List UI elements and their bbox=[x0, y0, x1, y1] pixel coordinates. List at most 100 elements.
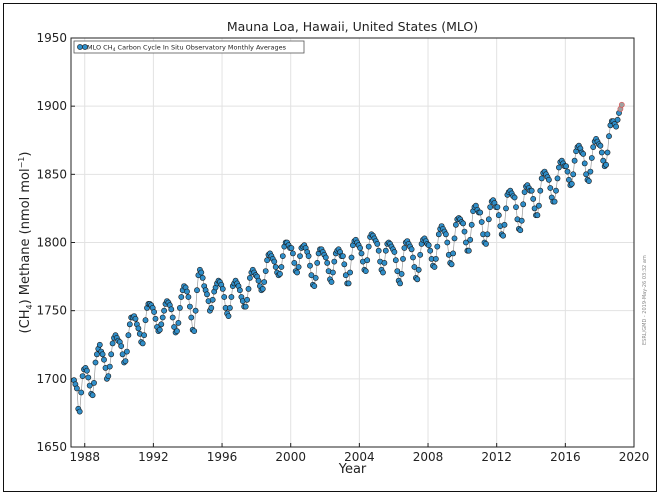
data-point bbox=[588, 155, 595, 161]
data-point bbox=[99, 351, 106, 358]
y-tick-label: 1700 bbox=[36, 372, 67, 386]
data-point bbox=[328, 279, 335, 285]
data-point bbox=[357, 245, 363, 251]
data-point bbox=[500, 232, 506, 239]
data-point bbox=[322, 254, 329, 261]
data-point bbox=[305, 253, 312, 259]
data-point bbox=[221, 294, 228, 300]
x-tick-label: 2004 bbox=[344, 450, 375, 464]
data-point bbox=[450, 250, 456, 257]
data-point bbox=[538, 175, 545, 182]
data-point bbox=[546, 176, 552, 183]
data-point bbox=[554, 175, 561, 182]
y-axis-title-close: ) bbox=[18, 152, 33, 157]
x-tick-label: 2000 bbox=[275, 450, 306, 464]
data-point bbox=[204, 291, 210, 298]
data-point bbox=[242, 303, 249, 310]
data-point bbox=[259, 285, 266, 292]
data-point bbox=[483, 240, 489, 247]
series-line bbox=[73, 104, 623, 413]
axis-ticks: 1988 1992 1996 2000 2004 2008 2012 2016 2020 1650… bbox=[36, 31, 649, 464]
data-point bbox=[255, 277, 262, 284]
data-point bbox=[297, 253, 303, 259]
data-point bbox=[452, 221, 459, 228]
data-point bbox=[158, 321, 165, 328]
x-tick-label: 1996 bbox=[207, 450, 238, 464]
data-point bbox=[246, 274, 253, 281]
data-point bbox=[105, 373, 112, 379]
data-point bbox=[245, 285, 252, 292]
data-point bbox=[78, 389, 85, 396]
data-point bbox=[279, 253, 286, 259]
data-point bbox=[118, 343, 125, 349]
data-point bbox=[614, 116, 621, 123]
legend-label-sub: 4 bbox=[113, 47, 116, 53]
data-point bbox=[487, 204, 494, 210]
data-point bbox=[156, 326, 163, 333]
y-tick-label: 1950 bbox=[36, 31, 67, 45]
data-point bbox=[442, 231, 449, 238]
data-point bbox=[375, 247, 382, 254]
data-point bbox=[109, 340, 116, 347]
data-point bbox=[411, 264, 418, 270]
data-point bbox=[135, 325, 142, 332]
series-polyline bbox=[73, 104, 623, 413]
data-point bbox=[547, 185, 554, 191]
data-point bbox=[468, 221, 475, 228]
data-point bbox=[92, 359, 99, 366]
grid-lines bbox=[71, 38, 634, 447]
data-point bbox=[329, 269, 336, 276]
data-point bbox=[348, 254, 355, 261]
data-point bbox=[518, 217, 525, 224]
data-point bbox=[603, 161, 609, 168]
data-point bbox=[415, 266, 422, 273]
data-point bbox=[151, 309, 157, 315]
data-point bbox=[272, 264, 279, 270]
data-point bbox=[106, 363, 113, 370]
data-point bbox=[312, 274, 319, 281]
data-point bbox=[374, 240, 381, 247]
data-point bbox=[91, 379, 97, 386]
data-point bbox=[314, 259, 321, 266]
data-point bbox=[467, 236, 474, 243]
data-point bbox=[184, 288, 190, 295]
data-point bbox=[570, 171, 577, 178]
data-point bbox=[347, 269, 353, 276]
data-point bbox=[517, 227, 524, 234]
data-point bbox=[365, 243, 372, 250]
data-point bbox=[175, 319, 182, 326]
data-point bbox=[191, 328, 198, 334]
data-point bbox=[494, 204, 501, 210]
data-point bbox=[331, 258, 338, 265]
data-point bbox=[571, 157, 578, 164]
data-point bbox=[291, 259, 298, 266]
data-point bbox=[228, 294, 235, 300]
data-point bbox=[262, 268, 269, 274]
data-point bbox=[583, 171, 589, 178]
data-point bbox=[132, 315, 139, 322]
data-point bbox=[580, 150, 587, 157]
data-point bbox=[587, 168, 594, 175]
data-point bbox=[586, 178, 592, 184]
data-point bbox=[89, 392, 96, 399]
data-point bbox=[590, 144, 597, 150]
data-point bbox=[537, 187, 544, 194]
data-point bbox=[401, 245, 408, 251]
data-point bbox=[414, 276, 421, 283]
data-point bbox=[199, 274, 206, 281]
y-tick-label: 1850 bbox=[36, 167, 67, 181]
data-point bbox=[613, 123, 619, 130]
data-point bbox=[169, 314, 176, 321]
data-point bbox=[531, 205, 538, 212]
data-point bbox=[427, 247, 434, 254]
figure-frame bbox=[3, 3, 657, 492]
data-point bbox=[294, 269, 300, 276]
data-point bbox=[339, 253, 346, 259]
x-tick-label: 2008 bbox=[413, 450, 444, 464]
data-point bbox=[604, 149, 611, 156]
data-point bbox=[277, 270, 283, 277]
data-point bbox=[86, 382, 93, 389]
y-axis-title-sub: 4 bbox=[25, 304, 34, 309]
data-point bbox=[503, 205, 509, 212]
